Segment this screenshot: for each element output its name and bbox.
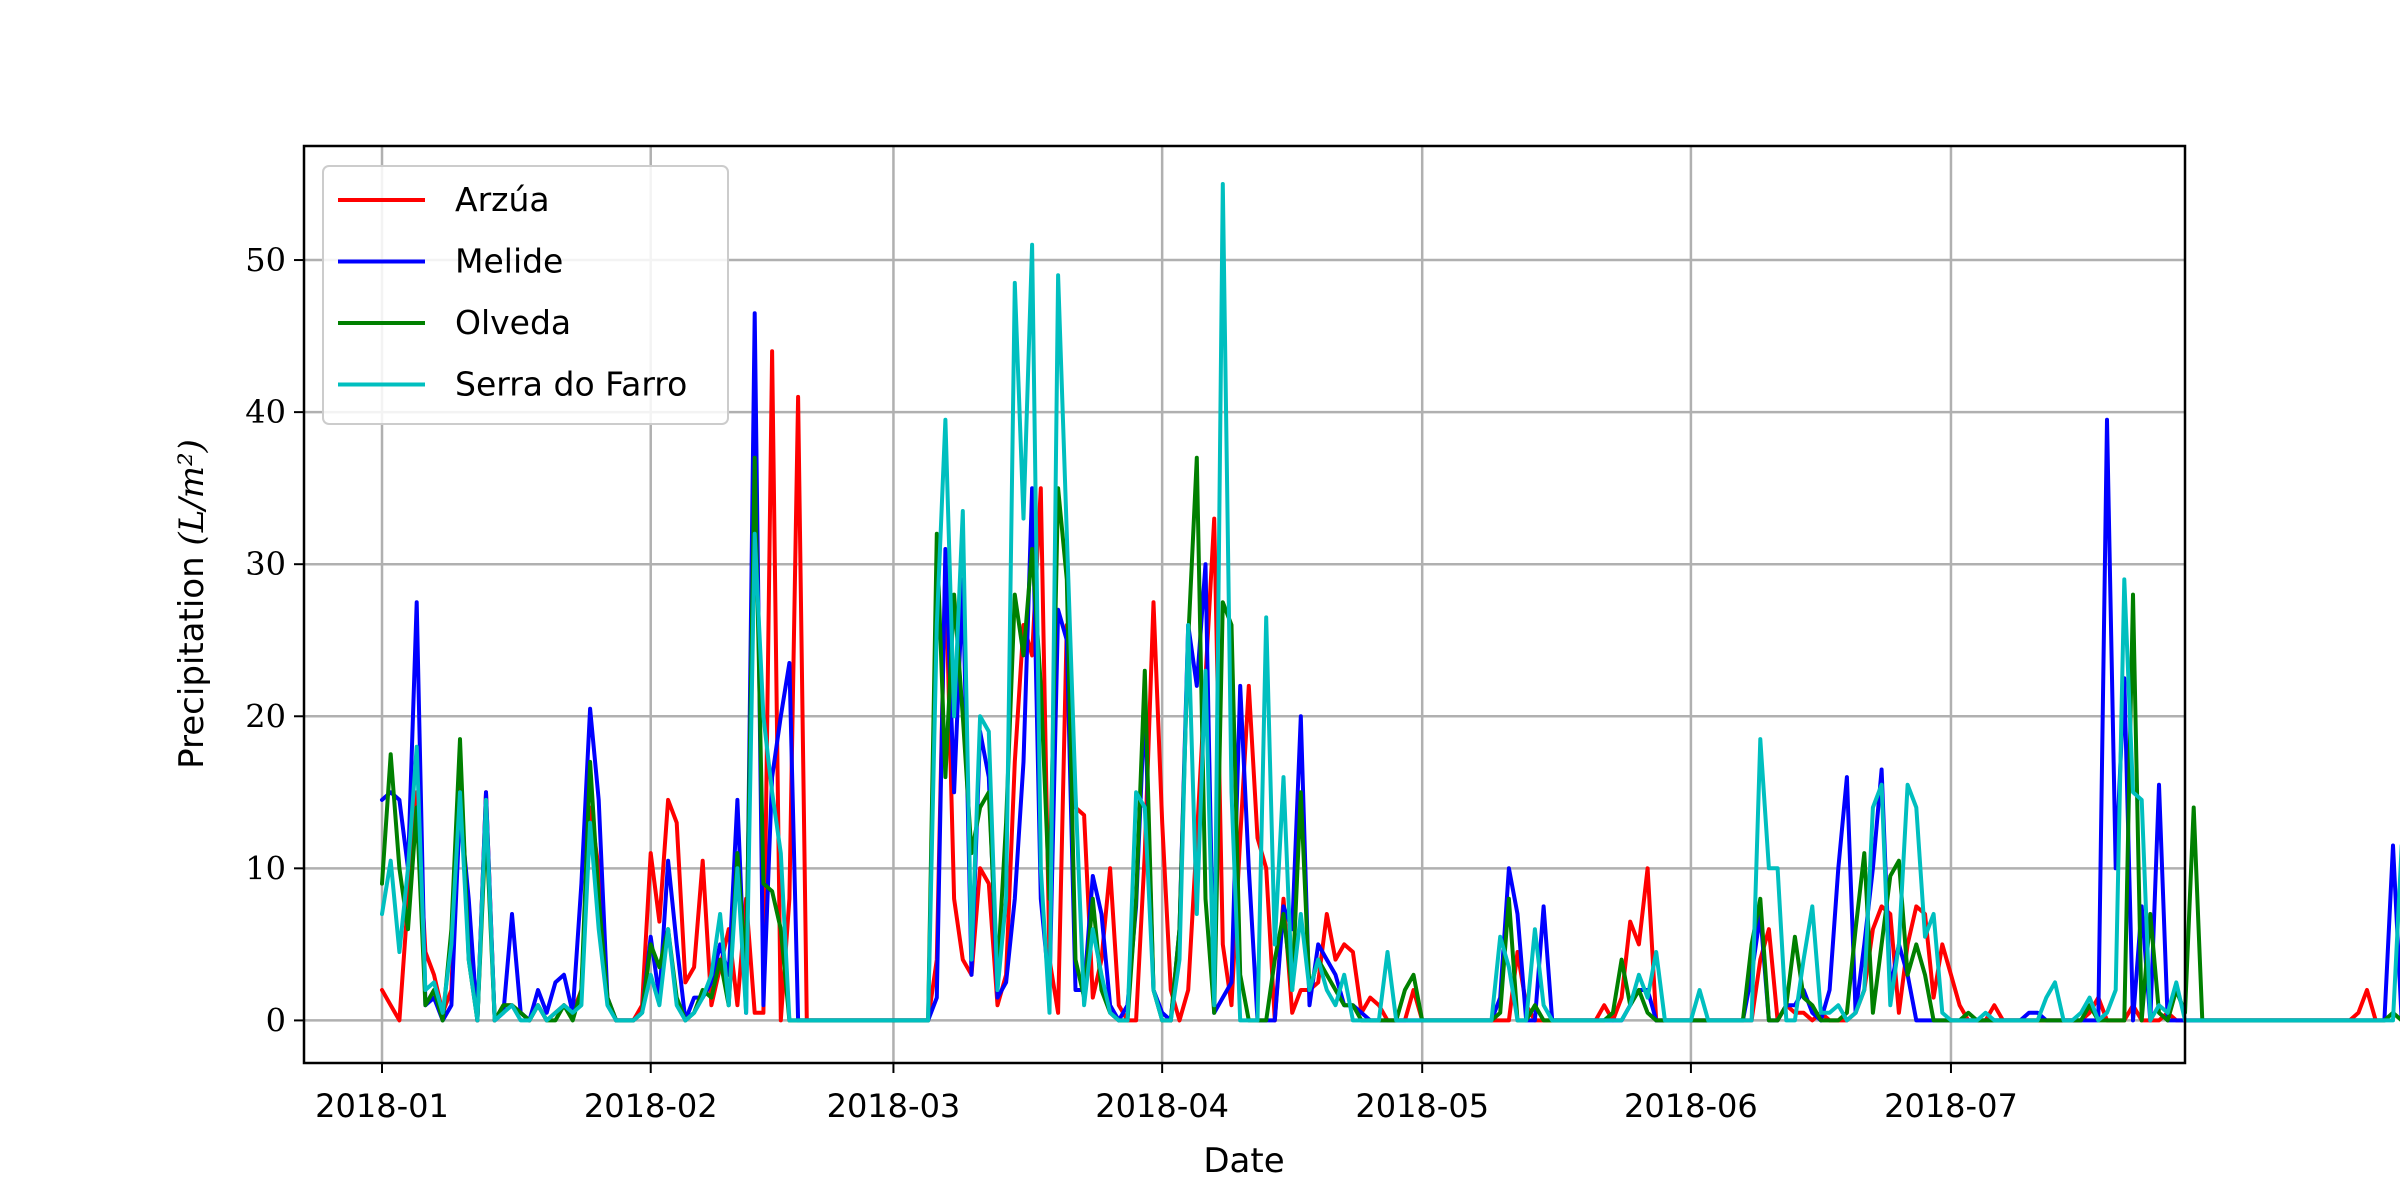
series-line [380, 455, 2400, 1023]
x-tick-label: 2018-06 [1624, 1087, 1758, 1125]
legend-label: Melide [455, 242, 563, 281]
x-tick-label: 2018-05 [1355, 1087, 1489, 1125]
y-axis-title: Precipitation (L/m²) [172, 439, 212, 769]
x-tick-label: 2018-07 [1884, 1087, 2018, 1125]
series-line [380, 182, 2400, 1023]
legend-label: Olveda [455, 303, 571, 342]
legend: Arzúa Melide Olveda Serra do Farro [322, 165, 729, 425]
y-tick-label: 0 [266, 1001, 286, 1039]
y-axis-title-unit: (L/m²) [172, 439, 212, 545]
x-tick-label: 2018-01 [315, 1087, 449, 1125]
x-tick-label: 2018-04 [1095, 1087, 1229, 1125]
series-lines [380, 182, 2400, 1023]
x-tick-label: 2018-03 [827, 1087, 961, 1125]
y-axis-title-group: Precipitation (L/m²) [172, 439, 212, 769]
y-tick-label: 50 [245, 241, 286, 279]
y-tick-label: 30 [245, 545, 286, 583]
y-tick-label: 10 [245, 849, 286, 887]
plot-area-frame [302, 144, 2187, 1065]
axis-ticks: 0 10 20 30 40 50 2018-01 2018-02 2018-03 2018-04 2… [245, 241, 2018, 1125]
x-tick-label: 2018-02 [584, 1087, 718, 1125]
legend-label: Serra do Farro [455, 365, 687, 404]
y-axis-title-text: Precipitation [172, 546, 212, 769]
y-tick-label: 20 [245, 697, 286, 735]
legend-box [322, 165, 729, 425]
y-tick-label: 40 [245, 393, 286, 431]
legend-label: Arzúa [455, 180, 550, 219]
x-axis-title: Date [1203, 1141, 1284, 1181]
series-line [380, 349, 2378, 1023]
